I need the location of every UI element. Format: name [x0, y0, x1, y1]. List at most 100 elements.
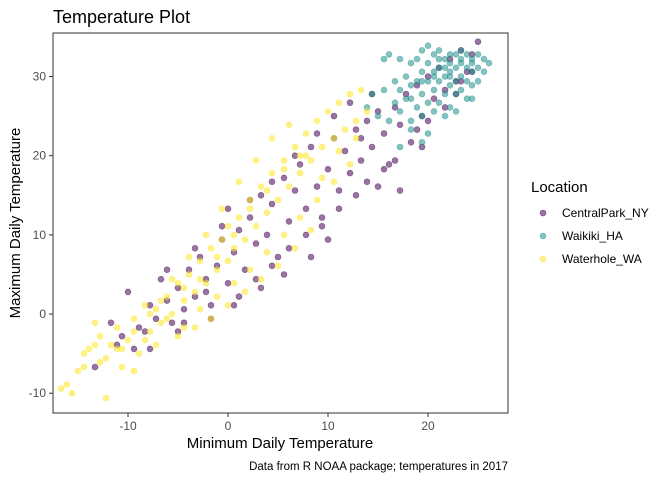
- legend-item: CentralPark_NY: [539, 206, 649, 220]
- data-point: [280, 165, 288, 173]
- data-point: [346, 90, 354, 98]
- data-point: [452, 64, 460, 72]
- data-point: [118, 363, 126, 371]
- series-Waikiki_HA: [363, 42, 493, 151]
- data-point: [191, 245, 199, 252]
- data-point: [396, 86, 404, 94]
- data-point: [324, 236, 332, 243]
- data-point: [263, 249, 271, 256]
- data-point: [302, 205, 310, 213]
- data-point: [435, 78, 443, 85]
- x-tick-label: -10: [119, 419, 137, 433]
- data-point: [224, 222, 232, 230]
- data-point: [263, 187, 271, 194]
- data-point: [474, 78, 482, 85]
- data-point: [96, 358, 104, 366]
- data-point: [413, 126, 421, 133]
- legend-item: Waikiki_HA: [539, 229, 623, 243]
- data-point: [418, 78, 426, 85]
- data-point: [346, 169, 354, 177]
- data-point: [424, 99, 432, 106]
- data-point: [63, 381, 71, 388]
- data-point: [430, 86, 438, 94]
- data-point: [213, 293, 221, 300]
- data-point: [124, 336, 132, 344]
- data-point: [324, 165, 332, 173]
- data-point: [213, 253, 221, 261]
- data-point: [268, 135, 276, 142]
- data-point: [380, 55, 388, 63]
- data-point: [196, 305, 204, 313]
- y-axis: -10 0 10 20 30: [29, 70, 53, 400]
- data-point: [418, 47, 426, 54]
- data-point: [280, 174, 288, 182]
- data-point: [368, 90, 376, 98]
- data-point: [168, 310, 176, 318]
- data-point: [435, 99, 443, 106]
- series-Waterhole_WA: [57, 86, 371, 402]
- data-point: [385, 161, 393, 168]
- data-point: [396, 143, 404, 151]
- data-point: [407, 139, 415, 146]
- data-point: [118, 345, 126, 353]
- data-point: [291, 245, 299, 252]
- data-point: [324, 108, 332, 115]
- data-point: [257, 275, 265, 283]
- data-point: [391, 157, 399, 164]
- data-point: [341, 126, 349, 133]
- data-point: [457, 73, 465, 80]
- data-point: [385, 51, 393, 58]
- data-point: [396, 108, 404, 115]
- data-point: [313, 117, 321, 125]
- data-point: [441, 112, 449, 120]
- data-point: [357, 86, 365, 94]
- data-point: [257, 284, 265, 292]
- data-point: [285, 218, 293, 225]
- data-point: [452, 90, 460, 98]
- data-point: [235, 293, 243, 300]
- data-point: [374, 112, 382, 120]
- data-point: [107, 341, 115, 349]
- data-point: [168, 319, 176, 327]
- data-point: [80, 350, 88, 357]
- data-point: [363, 178, 371, 186]
- data-point: [291, 143, 299, 151]
- data-point: [474, 38, 482, 46]
- data-point: [435, 64, 443, 72]
- data-point: [402, 73, 410, 80]
- data-point: [468, 95, 476, 102]
- data-point: [124, 288, 132, 296]
- data-point: [224, 279, 232, 287]
- data-point: [330, 178, 338, 186]
- data-point: [146, 345, 154, 353]
- data-point: [335, 205, 343, 213]
- data-point: [291, 187, 299, 194]
- data-point: [335, 99, 343, 106]
- data-point: [196, 257, 204, 265]
- data-point: [352, 126, 360, 133]
- plot-panel: [52, 32, 509, 414]
- data-point: [302, 152, 310, 159]
- data-point: [335, 187, 343, 194]
- data-point: [268, 200, 276, 208]
- data-point: [330, 135, 338, 142]
- data-point: [452, 78, 460, 85]
- data-point: [202, 279, 210, 287]
- data-point: [418, 112, 426, 120]
- data-point: [130, 315, 138, 323]
- data-point: [163, 315, 171, 323]
- legend-item: Waterhole_WA: [539, 252, 642, 266]
- data-point: [246, 196, 254, 204]
- data-point: [157, 297, 165, 304]
- data-point: [380, 130, 388, 137]
- data-point: [463, 78, 471, 85]
- data-point: [202, 288, 210, 296]
- data-point: [218, 205, 226, 213]
- data-point: [141, 336, 149, 344]
- data-point: [413, 104, 421, 111]
- data-point: [441, 64, 449, 72]
- data-point: [224, 205, 232, 213]
- data-point: [424, 42, 432, 50]
- data-point: [157, 275, 165, 283]
- data-point: [274, 262, 282, 270]
